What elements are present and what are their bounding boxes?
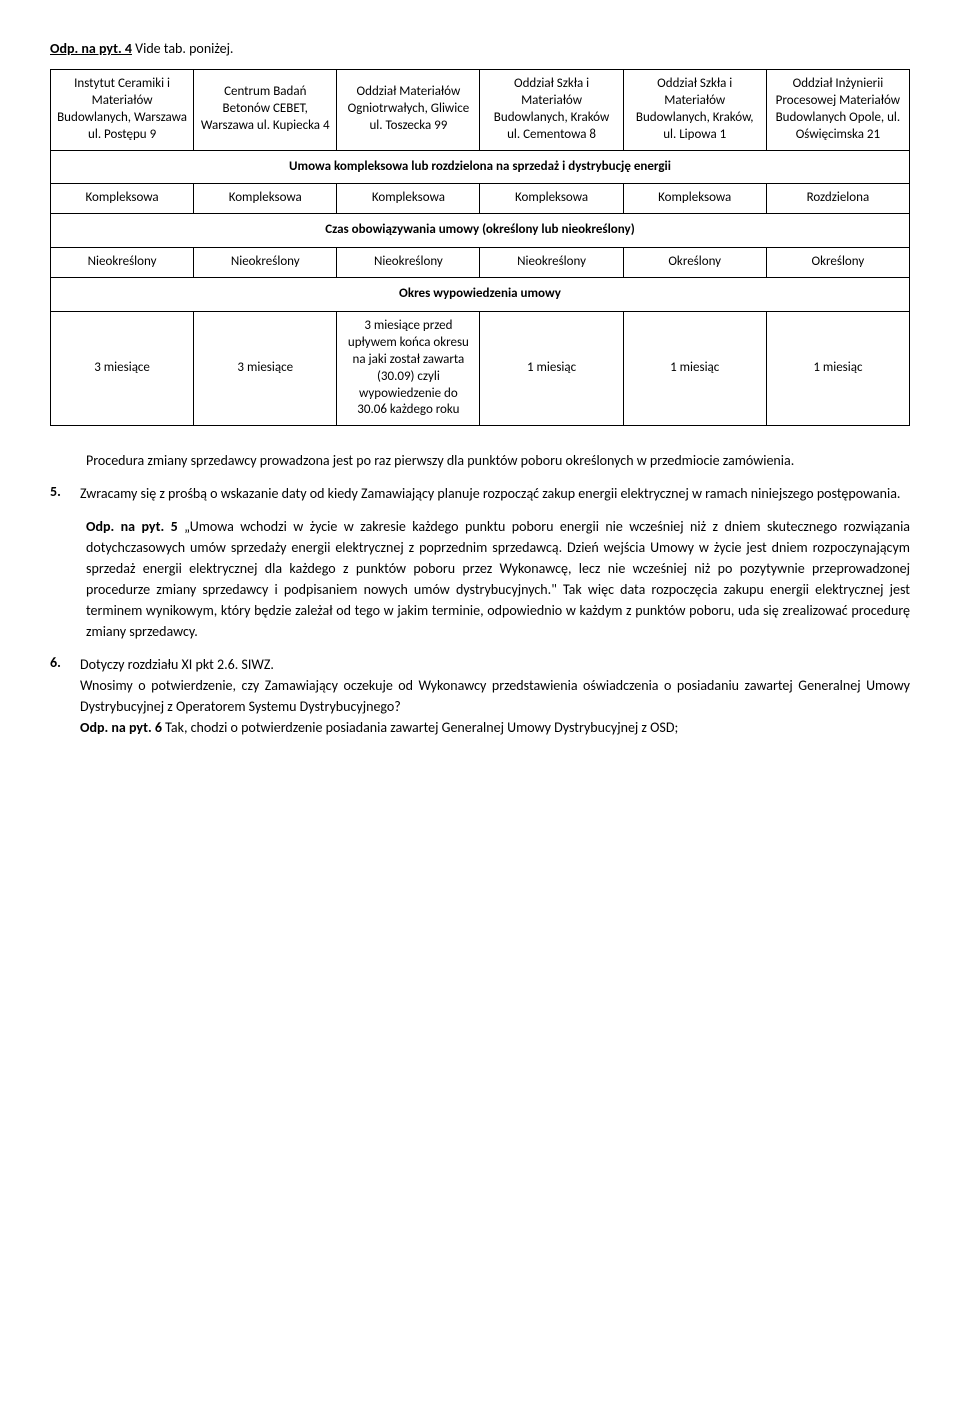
cell: 3 miesiące	[194, 312, 337, 426]
cell: 1 miesiąc	[480, 312, 623, 426]
cell: Kompleksowa	[480, 184, 623, 214]
cell: Nieokreślony	[51, 248, 194, 278]
section-row: Umowa kompleksowa lub rozdzielona na spr…	[51, 150, 910, 184]
cell: Kompleksowa	[623, 184, 766, 214]
cell: Kompleksowa	[51, 184, 194, 214]
table-row: Kompleksowa Kompleksowa Kompleksowa Komp…	[51, 184, 910, 214]
question-5-number: 5.	[50, 483, 80, 504]
answer-4-label: Odp. na pyt. 4	[50, 40, 132, 57]
main-table: Instytut Ceramiki i Materiałów Budowlany…	[50, 69, 910, 426]
answer-6-label: Odp. na pyt. 6	[80, 719, 162, 736]
cell: 3 miesiące	[51, 312, 194, 426]
answer-5-label: Odp. na pyt. 5	[86, 518, 178, 535]
header-cell: Instytut Ceramiki i Materiałów Budowlany…	[51, 70, 194, 151]
question-5: 5. Zwracamy się z prośbą o wskazanie dat…	[50, 483, 910, 504]
question-5-text: Zwracamy się z prośbą o wskazanie daty o…	[80, 483, 910, 504]
cell: 1 miesiąc	[766, 312, 909, 426]
table-row: Nieokreślony Nieokreślony Nieokreślony N…	[51, 248, 910, 278]
header-cell: Oddział Materiałów Ogniotrwałych, Gliwic…	[337, 70, 480, 151]
table-row: 3 miesiące 3 miesiące 3 miesiące przed u…	[51, 312, 910, 426]
cell: Nieokreślony	[337, 248, 480, 278]
question-6: 6. Dotyczy rozdziału XI pkt 2.6. SIWZ. W…	[50, 654, 910, 738]
procedura-paragraph: Procedura zmiany sprzedawcy prowadzona j…	[86, 450, 910, 471]
section-title: Umowa kompleksowa lub rozdzielona na spr…	[51, 150, 910, 184]
cell: Kompleksowa	[194, 184, 337, 214]
answer-4-rest: Vide tab. poniżej.	[135, 40, 233, 57]
section-title: Okres wypowiedzenia umowy	[51, 278, 910, 312]
cell: Nieokreślony	[480, 248, 623, 278]
question-6-line2: Wnosimy o potwierdzenie, czy Zamawiający…	[80, 675, 910, 717]
cell: Określony	[623, 248, 766, 278]
cell: 3 miesiące przed upływem końca okresu na…	[337, 312, 480, 426]
answer-4-heading: Odp. na pyt. 4 Vide tab. poniżej.	[50, 40, 910, 57]
answer-5-text: „Umowa wchodzi w życie w zakresie każdeg…	[86, 518, 910, 640]
cell: Określony	[766, 248, 909, 278]
cell: 1 miesiąc	[623, 312, 766, 426]
answer-6-text: Tak, chodzi o potwierdzenie posiadania z…	[162, 719, 678, 736]
answer-6: Odp. na pyt. 6 Tak, chodzi o potwierdzen…	[80, 717, 910, 738]
header-cell: Oddział Szkła i Materiałów Budowlanych, …	[623, 70, 766, 151]
cell: Kompleksowa	[337, 184, 480, 214]
question-6-number: 6.	[50, 654, 80, 738]
header-cell: Centrum Badań Betonów CEBET, Warszawa ul…	[194, 70, 337, 151]
cell: Rozdzielona	[766, 184, 909, 214]
answer-5: Odp. na pyt. 5 „Umowa wchodzi w życie w …	[86, 516, 910, 642]
table-header-row: Instytut Ceramiki i Materiałów Budowlany…	[51, 70, 910, 151]
header-cell: Oddział Inżynierii Procesowej Materiałów…	[766, 70, 909, 151]
section-title: Czas obowiązywania umowy (określony lub …	[51, 214, 910, 248]
section-row: Okres wypowiedzenia umowy	[51, 278, 910, 312]
question-6-content: Dotyczy rozdziału XI pkt 2.6. SIWZ. Wnos…	[80, 654, 910, 738]
section-row: Czas obowiązywania umowy (określony lub …	[51, 214, 910, 248]
cell: Nieokreślony	[194, 248, 337, 278]
header-cell: Oddział Szkła i Materiałów Budowlanych, …	[480, 70, 623, 151]
question-6-line1: Dotyczy rozdziału XI pkt 2.6. SIWZ.	[80, 654, 910, 675]
